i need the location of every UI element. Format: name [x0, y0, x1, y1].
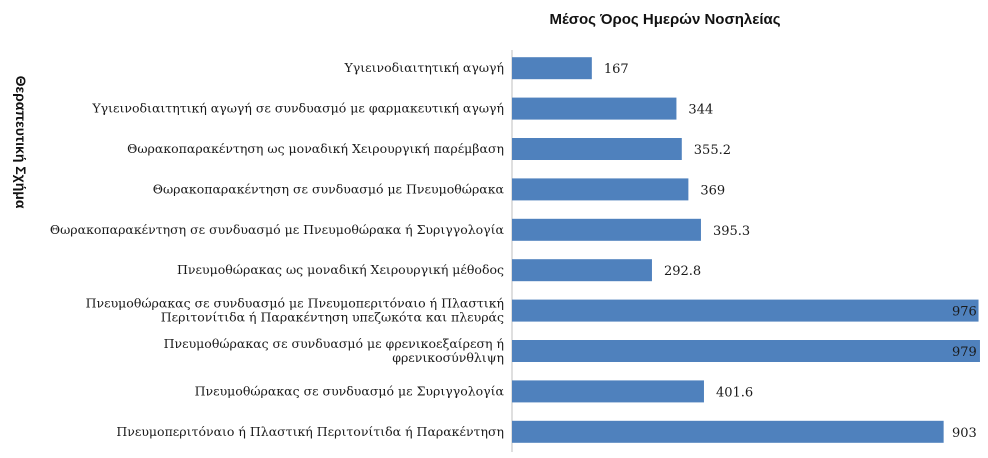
category-label-8-line-2: φρενικοσύνθλιψη: [392, 350, 504, 365]
bar-8: [512, 340, 980, 362]
bar-9: [512, 380, 704, 403]
category-label-8-line-1: Πνευμοθώρακας σε συνδυασμό με φρενικοεξα…: [164, 336, 504, 351]
value-label-2: 344: [688, 103, 713, 118]
category-label-9: Πνευμοθώρακας σε συνδυασμό με Συριγγολογ…: [195, 383, 505, 398]
value-label-1: 167: [604, 62, 629, 77]
category-label-5: Θωρακοπαρακέντηση σε συνδυασμό με Πνευμο…: [50, 222, 505, 237]
value-label-4: 369: [700, 183, 725, 198]
value-label-5: 395.3: [713, 224, 750, 239]
bar-6: [512, 259, 652, 282]
bar-2: [512, 97, 677, 120]
bar-10: [512, 420, 944, 443]
chart-title: Μέσος Όρος Ημερών Νοσηλείας: [549, 11, 780, 28]
category-label-3: Θωρακοπαρακέντηση ως μοναδική Χειρουργικ…: [127, 141, 504, 156]
value-label-10: 903: [952, 426, 977, 441]
bar-7: [512, 299, 979, 322]
category-label-4: Θωρακοπαρακέντηση σε συνδυασμό με Πνευμο…: [153, 181, 505, 196]
bar-1: [512, 57, 592, 80]
category-label-10: Πνευμοπεριτόναιο ή Πλαστική Περιτονίτιδα…: [116, 424, 504, 439]
bar-3: [512, 138, 682, 160]
value-label-7: 976: [952, 305, 977, 320]
value-label-9: 401.6: [716, 385, 753, 400]
value-label-6: 292.8: [664, 264, 701, 279]
y-axis-label: Θεραπευτική Σχήμα: [13, 76, 29, 209]
value-label-3: 355.2: [694, 143, 731, 158]
value-label-8: 979: [952, 345, 977, 360]
category-label-2: Υγιεινοδιαιτητική αγωγή σε συνδυασμό με …: [91, 101, 504, 116]
category-label-7-line-1: Πνευμοθώρακας σε συνδυασμό με Πνευμοπερι…: [86, 296, 504, 311]
category-label-1: Υγιεινοδιαιτητική αγωγή: [344, 60, 504, 75]
bar-5: [512, 218, 701, 241]
chart-marks: 167 Υγιεινοδιαιτητική αγωγή 344 Υγιεινοδιαι…: [50, 57, 980, 443]
category-label-7-line-2: Περιτονίτιδα ή Παρακέντηση υπεζωκότα και…: [161, 310, 504, 325]
category-label-6: Πνευμοθώρακας ως μοναδική Χειρουργική μέ…: [177, 262, 504, 277]
bar-4: [512, 178, 689, 201]
